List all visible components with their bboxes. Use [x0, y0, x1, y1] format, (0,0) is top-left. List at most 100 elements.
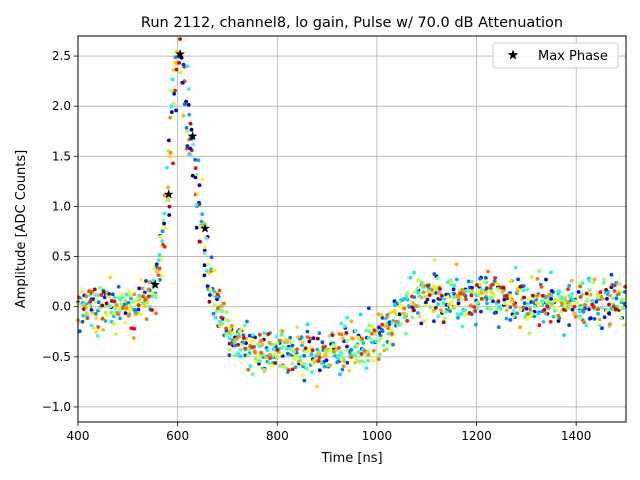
data-point — [102, 295, 107, 300]
data-point — [120, 306, 125, 311]
data-point — [392, 309, 397, 313]
data-point — [215, 292, 220, 297]
data-point — [171, 68, 176, 72]
data-point — [509, 279, 513, 284]
data-point — [219, 315, 224, 320]
data-point — [573, 314, 578, 319]
data-point — [127, 307, 132, 311]
data-point — [463, 308, 467, 312]
data-point — [229, 341, 234, 346]
data-point — [246, 353, 251, 358]
data-point — [212, 292, 217, 297]
data-point — [315, 347, 320, 352]
data-point — [504, 308, 509, 312]
data-point — [432, 272, 437, 276]
data-point — [417, 314, 422, 319]
data-point — [159, 273, 164, 278]
data-point — [504, 293, 509, 298]
y-tick-label: 1.5 — [52, 149, 71, 163]
data-point — [360, 337, 365, 341]
data-point — [431, 299, 436, 303]
data-point — [501, 289, 505, 293]
data-point — [101, 328, 105, 332]
data-point — [220, 321, 225, 326]
data-point — [310, 370, 314, 374]
data-point — [258, 359, 262, 364]
data-point — [258, 353, 263, 358]
data-point — [288, 340, 293, 345]
data-point — [404, 312, 409, 316]
data-point — [290, 367, 295, 372]
data-point — [193, 157, 198, 162]
data-point — [214, 309, 219, 314]
data-point — [377, 352, 382, 357]
data-point — [515, 289, 520, 294]
data-point — [583, 303, 587, 307]
data-point — [473, 301, 478, 306]
data-point — [530, 311, 534, 316]
data-point — [143, 297, 148, 302]
data-point — [598, 290, 603, 295]
data-point — [451, 287, 456, 292]
data-point — [574, 301, 579, 306]
data-point — [584, 291, 589, 296]
data-point — [337, 346, 341, 350]
data-point — [87, 289, 91, 294]
data-point — [136, 303, 141, 308]
data-point — [578, 316, 583, 321]
x-axis-ticks: 400 600 800 1000 1200 1400 — [67, 422, 591, 443]
y-axis-ticks: −1.0 −0.5 0.0 0.5 1.0 1.5 2.0 2.5 — [42, 49, 78, 414]
data-point — [296, 335, 301, 340]
data-point — [419, 295, 424, 300]
data-point — [188, 121, 193, 126]
data-point — [317, 331, 322, 335]
data-point — [109, 310, 114, 315]
data-point — [378, 333, 383, 338]
data-point — [449, 300, 454, 304]
data-point — [345, 344, 349, 349]
data-point — [159, 257, 164, 262]
data-point — [412, 270, 416, 275]
data-point — [436, 314, 441, 319]
data-point — [267, 361, 272, 365]
data-point — [546, 294, 550, 299]
data-point — [316, 359, 321, 363]
data-point — [85, 316, 90, 320]
data-point — [390, 320, 395, 325]
data-point — [492, 279, 497, 283]
data-point — [236, 342, 241, 347]
data-point — [342, 359, 347, 364]
data-point — [174, 108, 178, 113]
data-point — [587, 288, 592, 292]
data-point — [562, 333, 566, 337]
data-point — [177, 61, 182, 65]
data-point — [456, 297, 461, 302]
data-point — [202, 248, 207, 253]
data-point — [614, 296, 619, 301]
data-point — [425, 283, 430, 288]
data-point — [467, 289, 471, 293]
data-point — [301, 373, 305, 378]
data-point — [511, 309, 516, 313]
data-point — [118, 297, 123, 302]
data-point — [553, 297, 558, 302]
data-point — [475, 283, 479, 287]
data-point — [513, 305, 518, 309]
x-tick-label: 400 — [67, 429, 90, 443]
data-point — [604, 287, 608, 292]
data-point — [366, 352, 371, 357]
data-point — [305, 366, 309, 371]
data-point — [120, 292, 124, 297]
data-point — [567, 283, 572, 288]
data-point — [428, 305, 433, 310]
data-point — [493, 276, 497, 280]
data-point — [436, 302, 440, 306]
data-point — [571, 298, 576, 303]
data-point — [178, 37, 183, 41]
data-point — [518, 308, 523, 312]
data-point — [551, 314, 556, 319]
data-point — [525, 287, 530, 292]
x-tick-label: 600 — [166, 429, 189, 443]
data-point — [92, 287, 97, 292]
data-point — [197, 202, 202, 207]
